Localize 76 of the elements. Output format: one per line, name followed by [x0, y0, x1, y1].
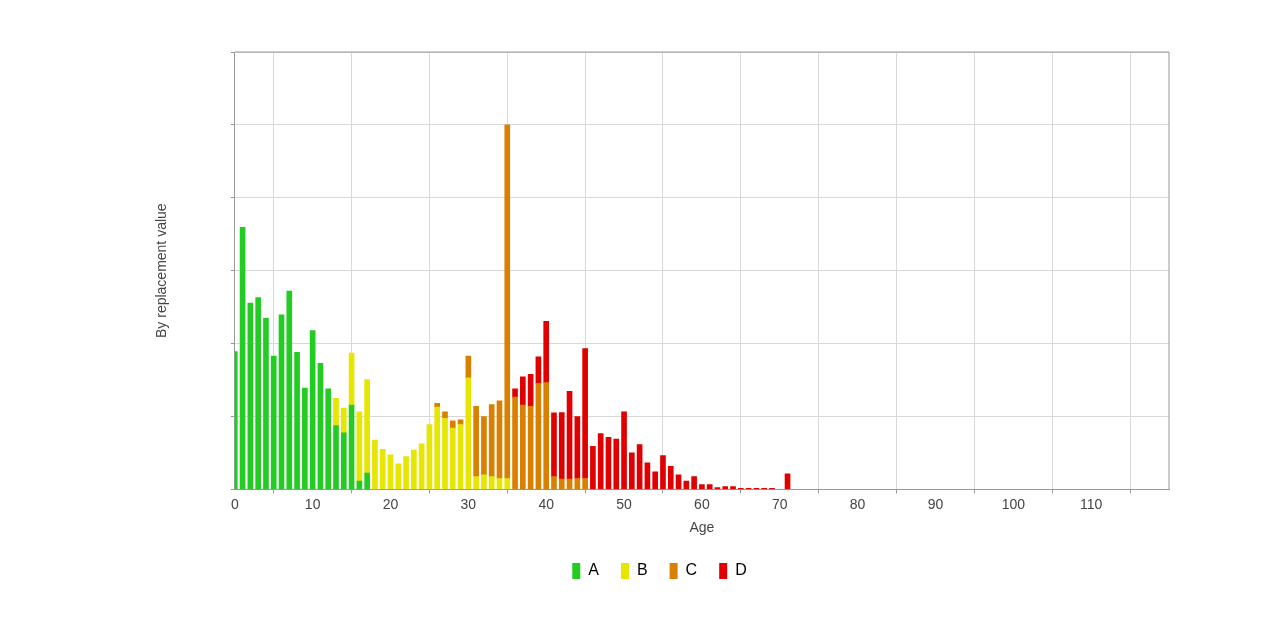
y-axis-title: By replacement value	[153, 203, 170, 339]
bar	[434, 406, 441, 490]
legend-label: C	[685, 561, 698, 579]
bar	[481, 474, 487, 490]
bar	[395, 463, 402, 490]
bar	[364, 472, 370, 490]
bar	[340, 432, 347, 490]
bar	[325, 388, 332, 490]
bar	[364, 379, 370, 474]
bar	[442, 411, 448, 419]
bar	[286, 290, 293, 490]
x-tick-label: 0	[230, 495, 239, 512]
bar	[582, 478, 588, 490]
x-tick-label: 70	[771, 495, 788, 512]
x-tick-label: 110	[1079, 495, 1103, 512]
bar	[411, 449, 417, 490]
bar	[520, 404, 526, 490]
legend-label: A	[588, 561, 600, 579]
bar	[504, 478, 511, 490]
bar	[481, 416, 487, 476]
x-tick-label: 50	[616, 495, 633, 512]
bar	[691, 476, 697, 490]
bar	[302, 387, 308, 490]
bar	[449, 420, 456, 429]
bar	[333, 425, 339, 490]
bar	[629, 452, 635, 490]
legend-label: B	[636, 561, 648, 579]
bar	[551, 476, 557, 490]
x-tick-label: 40	[538, 495, 555, 512]
bar	[699, 484, 705, 490]
x-tick-label: 10	[304, 495, 321, 512]
bar	[520, 376, 526, 406]
bar	[333, 397, 339, 426]
x-tick-label: 20	[382, 495, 399, 512]
bar	[621, 411, 627, 490]
bar	[434, 403, 441, 408]
bar	[403, 456, 409, 490]
bar	[372, 439, 378, 490]
x-axis-title: Age	[689, 519, 715, 536]
bar	[706, 484, 713, 490]
bar	[512, 388, 518, 398]
bar	[473, 476, 479, 490]
bar	[558, 412, 565, 480]
bar	[730, 486, 736, 490]
x-tick-label: 30	[460, 495, 477, 512]
bar	[340, 407, 347, 434]
bar	[543, 382, 550, 490]
bar	[652, 471, 659, 490]
bar	[590, 446, 596, 490]
x-tick-label: 90	[927, 495, 944, 512]
bar	[551, 412, 557, 477]
bar	[449, 427, 456, 490]
legend-label: D	[735, 561, 747, 579]
bar	[667, 466, 674, 490]
x-tick-label: 100	[1001, 495, 1026, 512]
bar	[270, 355, 277, 490]
bar	[558, 478, 565, 490]
bar	[512, 396, 518, 490]
bar	[263, 318, 269, 490]
bar	[543, 321, 550, 383]
bar	[379, 448, 386, 490]
bar	[675, 474, 682, 490]
bar	[294, 352, 300, 490]
bar	[660, 455, 666, 490]
bar	[488, 404, 495, 477]
bar	[504, 124, 511, 479]
bar	[582, 348, 588, 479]
bar	[597, 433, 604, 490]
x-tick-label: 80	[849, 495, 866, 512]
bar	[442, 417, 448, 490]
bar	[255, 297, 261, 490]
bar	[613, 438, 620, 490]
bar	[722, 486, 729, 490]
bar	[473, 405, 479, 477]
x-tick-label: 60	[694, 495, 710, 512]
bar	[488, 476, 495, 490]
